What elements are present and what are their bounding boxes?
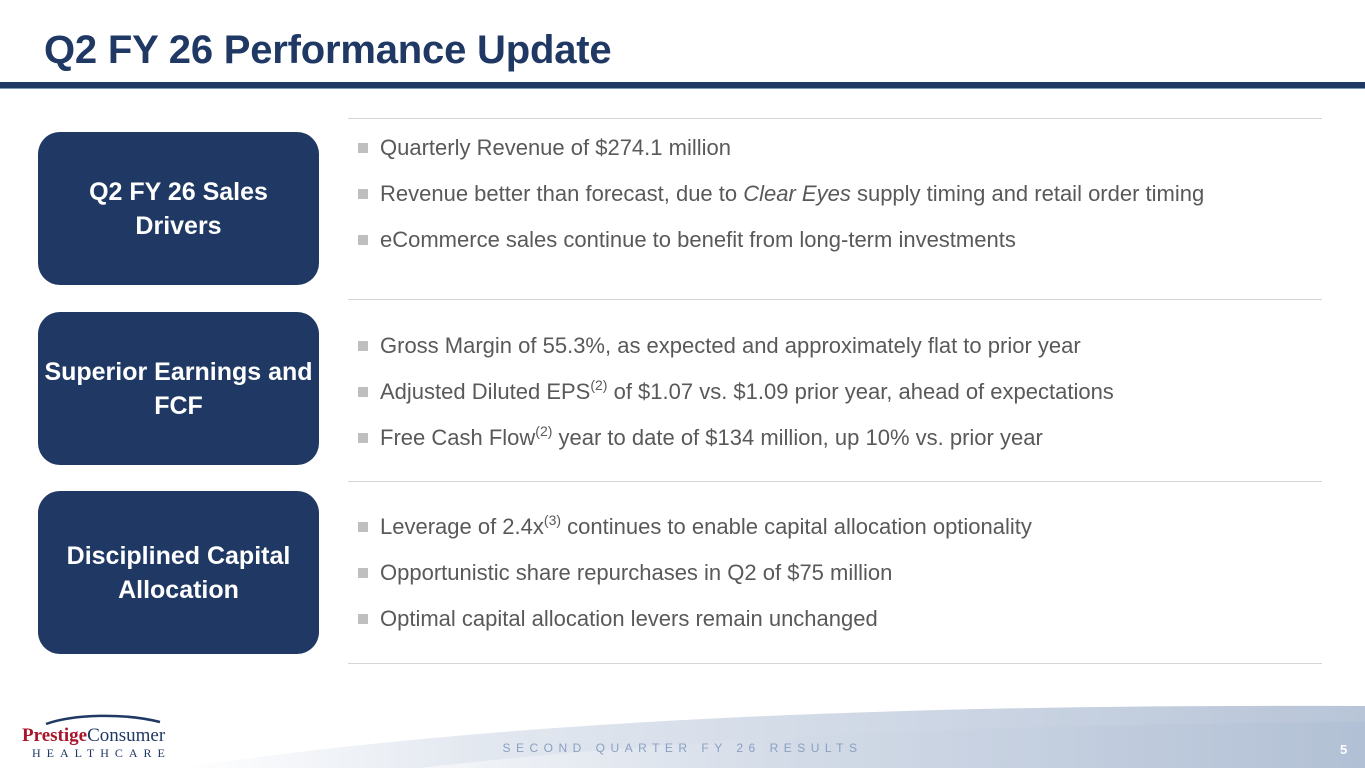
footer-swoosh-graphic (180, 705, 1365, 768)
bullet-square-icon (358, 341, 368, 351)
section-label: Disciplined Capital Allocation (66, 541, 291, 604)
section-label: Superior Earnings and FCF (44, 357, 313, 420)
company-logo: PrestigeConsumer HEALTHCARE (22, 714, 172, 764)
logo-word-consumer: Consumer (87, 725, 166, 746)
bullet-text-italic: Clear Eyes (743, 181, 851, 206)
bullet-item: Free Cash Flow(2) year to date of $134 m… (356, 423, 1306, 453)
bullet-item: Opportunistic share repurchases in Q2 of… (356, 558, 1306, 588)
bullet-list-sales-drivers: Quarterly Revenue of $274.1 million Reve… (356, 133, 1306, 255)
bullet-square-icon (358, 143, 368, 153)
footnote-ref: (2) (535, 423, 553, 439)
bullet-text: Revenue better than forecast, due to (380, 181, 744, 206)
bullet-item: Optimal capital allocation levers remain… (356, 604, 1306, 634)
bullet-item: Revenue better than forecast, due to Cle… (356, 179, 1306, 209)
bullet-square-icon (358, 433, 368, 443)
logo-word-prestige: Prestige (22, 725, 88, 746)
bullet-text: Free Cash Flow (380, 425, 536, 450)
bullet-text: Adjusted Diluted EPS (380, 379, 591, 404)
footer-text: SECOND QUARTER FY 26 RESULTS (502, 741, 863, 755)
logo-word-healthcare: HEALTHCARE (32, 746, 171, 760)
divider-line (348, 663, 1322, 664)
bullet-square-icon (358, 189, 368, 199)
divider-line (348, 481, 1322, 482)
logo-arc-icon (45, 714, 161, 726)
section-box-earnings-fcf: Superior Earnings and FCF (38, 312, 319, 465)
bullet-list-capital-allocation: Leverage of 2.4x(3) continues to enable … (356, 512, 1306, 634)
bullet-text: Quarterly Revenue of $274.1 million (380, 135, 731, 160)
bullet-text: supply timing and retail order timing (850, 181, 1205, 206)
bullet-item: Adjusted Diluted EPS(2) of $1.07 vs. $1.… (356, 377, 1306, 407)
bullet-text: Leverage of 2.4x (380, 514, 544, 539)
bullet-square-icon (358, 235, 368, 245)
bullet-item: eCommerce sales continue to benefit from… (356, 225, 1306, 255)
footnote-ref: (2) (590, 377, 608, 393)
bullet-item: Leverage of 2.4x(3) continues to enable … (356, 512, 1306, 542)
page-title: Q2 FY 26 Performance Update (44, 28, 612, 72)
bullet-item: Gross Margin of 55.3%, as expected and a… (356, 331, 1306, 361)
bullet-square-icon (358, 568, 368, 578)
bullet-text: eCommerce sales continue to benefit from… (380, 227, 1016, 252)
bullet-list-earnings-fcf: Gross Margin of 55.3%, as expected and a… (356, 331, 1306, 453)
title-divider (0, 82, 1365, 88)
section-label: Q2 FY 26 Sales Drivers (89, 177, 268, 240)
bullet-item: Quarterly Revenue of $274.1 million (356, 133, 1306, 163)
divider-line (348, 118, 1322, 119)
section-box-sales-drivers: Q2 FY 26 Sales Drivers (38, 132, 319, 285)
bullet-text: Optimal capital allocation levers remain… (380, 606, 878, 631)
bullet-square-icon (358, 522, 368, 532)
bullet-text: Gross Margin of 55.3%, as expected and a… (380, 333, 1081, 358)
title-divider-thin (0, 88, 1365, 89)
bullet-text: of $1.07 vs. $1.09 prior year, ahead of … (607, 379, 1114, 404)
footnote-ref: (3) (543, 512, 562, 528)
divider-line (348, 299, 1322, 300)
section-box-capital-allocation: Disciplined Capital Allocation (38, 491, 319, 654)
bullet-square-icon (358, 614, 368, 624)
bullet-text: Opportunistic share repurchases in Q2 of… (380, 560, 893, 585)
bullet-square-icon (358, 387, 368, 397)
page-number: 5 (1340, 742, 1348, 757)
bullet-text: year to date of $134 million, up 10% vs.… (552, 425, 1043, 450)
bullet-text: continues to enable capital allocation o… (561, 514, 1032, 539)
